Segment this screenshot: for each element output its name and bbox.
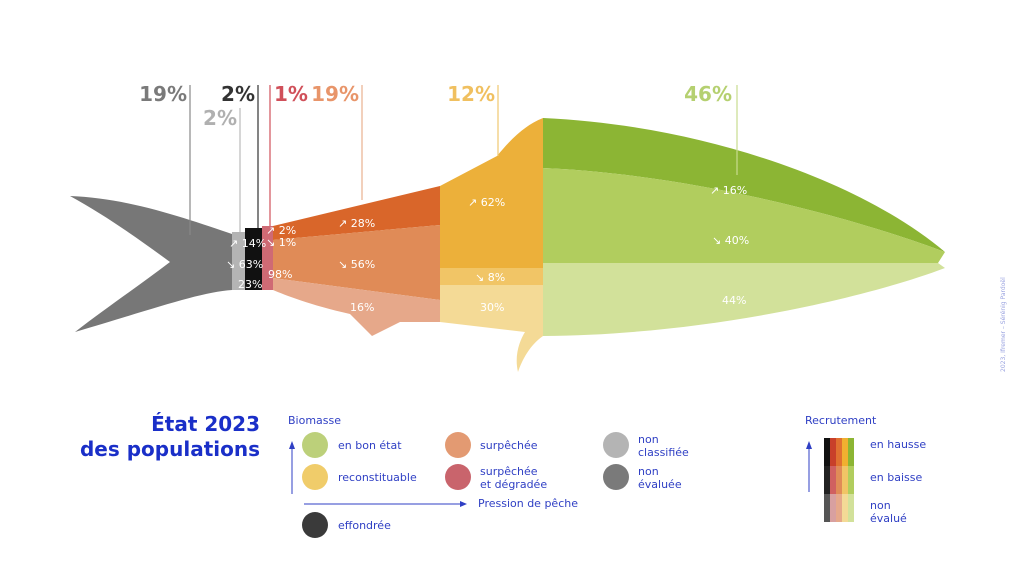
label-red-down: ↘ 1% (266, 236, 296, 249)
segment-bon-etat-down (543, 168, 945, 263)
title-line-2: des populations (79, 437, 260, 461)
recrutement-up: en hausse (870, 438, 926, 451)
legend-pression: Pression de pêche (478, 497, 578, 510)
legend-surpechee-degradee-1: surpêchée (480, 465, 538, 478)
label-yellow-down: ↘ 8% (475, 271, 505, 284)
label-orange-down: ↘ 56% (338, 258, 375, 271)
biomass-axis-arrow (289, 441, 467, 507)
legend-dot-non-evaluee (603, 464, 629, 490)
segment-reconstituable-down (440, 268, 543, 285)
pct-non-classifiee: 2% (203, 106, 237, 130)
recrutement-arrow (806, 441, 812, 492)
recrutement-na-2: évalué (870, 512, 907, 525)
legend-effondree: effondrée (338, 519, 391, 532)
recrutement-down: en baisse (870, 471, 922, 484)
legend-non-classifiee-1: non (638, 433, 659, 446)
label-yellow-up: ↗ 62% (468, 196, 505, 209)
segment-reconstituable-na (440, 285, 543, 372)
label-red-up: ↗ 2% (266, 224, 296, 237)
credit: 2023, Ifremer – Sérénig Pardoël (1000, 277, 1007, 372)
legend-dot-effondree (302, 512, 328, 538)
legend-dot-surpechee-degradee (445, 464, 471, 490)
segment-bon-etat-na (543, 263, 945, 336)
page-title: État 2023 des populations (40, 412, 260, 462)
title-line-1: État 2023 (151, 412, 260, 436)
pct-non-evaluee: 19% (139, 82, 187, 106)
legend-biomasse: Biomasse (288, 414, 341, 427)
label-grey-down: ↘ 63% (226, 258, 263, 271)
recrutement-title: Recrutement (805, 414, 877, 427)
pct-surpechee: 19% (311, 82, 359, 106)
recrutement-swatch (824, 438, 854, 522)
segment-surpechee-down (273, 225, 440, 300)
segment-surpechee-degradee (262, 226, 273, 290)
segment-surpechee-up (273, 186, 440, 240)
pct-reconstituable: 12% (447, 82, 495, 106)
label-grey-na: 23% (238, 278, 262, 291)
legend-bon-etat: en bon état (338, 439, 402, 452)
recrutement-na-1: non (870, 499, 891, 512)
pct-bon-etat: 46% (684, 82, 732, 106)
segment-reconstituable-up (440, 118, 543, 268)
legend-non-evaluee-1: non (638, 465, 659, 478)
legend-surpechee: surpêchée (480, 439, 538, 452)
leader-lines (189, 85, 738, 235)
segment-effondree (245, 228, 262, 290)
pct-effondree: 2% (221, 82, 255, 106)
segment-non-classifiee (232, 232, 245, 290)
segment-non-evaluee (70, 196, 232, 332)
segment-surpechee-na (273, 278, 440, 336)
legend-dot-non-classifiee (603, 432, 629, 458)
legend-reconstituable: reconstituable (338, 471, 417, 484)
legend-non-evaluee-2: évaluée (638, 478, 682, 491)
label-yellow-na: 30% (480, 301, 504, 314)
label-green-na: 44% (722, 294, 746, 307)
label-orange-up: ↗ 28% (338, 217, 375, 230)
segment-bon-etat-up (543, 118, 945, 252)
label-red-na: 98% (268, 268, 292, 281)
legend-surpechee-degradee-2: et dégradée (480, 478, 547, 491)
legend-dot-surpechee (445, 432, 471, 458)
label-grey-up: ↗ 14% (229, 237, 266, 250)
label-orange-na: 16% (350, 301, 374, 314)
legend-non-classifiee-2: classifiée (638, 446, 689, 459)
label-green-up: ↗ 16% (710, 184, 747, 197)
legend-dot-reconstituable (302, 464, 328, 490)
pct-surpechee-degradee: 1% (274, 82, 308, 106)
legend-dot-bon-etat (302, 432, 328, 458)
label-green-down: ↘ 40% (712, 234, 749, 247)
